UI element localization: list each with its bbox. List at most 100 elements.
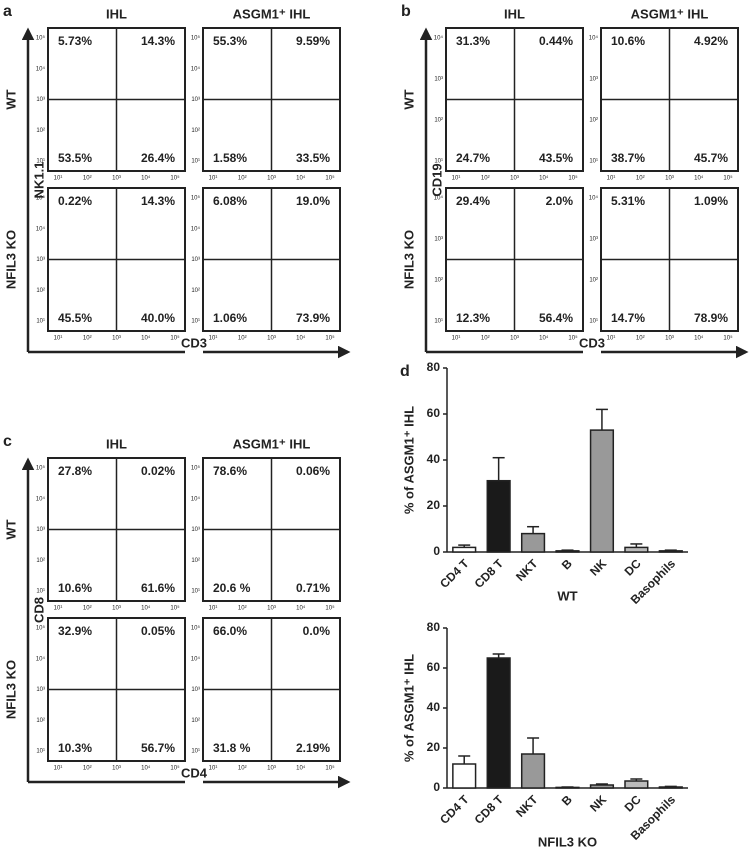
y-tick-label: 60 [427, 406, 441, 420]
panel-letter: a [3, 3, 12, 20]
x-tick-label: NKT [513, 792, 541, 820]
row-label: WT [401, 89, 416, 109]
x-tick-label: 10¹ [54, 606, 63, 612]
y-tick-label: 10⁵ [191, 35, 201, 42]
y-tick-label: 10³ [589, 237, 598, 243]
y-tick-label: 10³ [434, 237, 443, 243]
x-tick-label: 10³ [510, 336, 519, 342]
y-tick-label: 10⁴ [36, 495, 46, 502]
y-tick-label: 10³ [191, 257, 200, 263]
x-tick-label: 10¹ [209, 766, 218, 772]
row-label: NFIL3 KO [3, 660, 18, 719]
y-tick-label: 10⁴ [434, 195, 444, 202]
x-tick-label: 10¹ [54, 176, 63, 182]
x-tick-label: 10⁵ [568, 175, 578, 182]
x-axis-label: CD3 [181, 335, 207, 350]
bar [555, 550, 580, 553]
quadrant-percent: 56.4% [539, 311, 573, 325]
x-tick-label: 10⁵ [568, 335, 578, 342]
y-tick-label: 10³ [191, 97, 200, 103]
y-tick-label: 10⁴ [36, 655, 46, 662]
x-tick-label: CD4 T [437, 556, 472, 591]
quadrant-percent: 43.5% [539, 151, 573, 165]
bar [452, 546, 477, 553]
x-tick-label: 10⁵ [325, 175, 335, 182]
x-tick-label: 10³ [267, 176, 276, 182]
quadrant-percent: 2.0% [546, 194, 574, 208]
quadrant-percent: 14.3% [141, 34, 175, 48]
bar [520, 753, 546, 789]
quadrant-percent: 0.22% [58, 194, 92, 208]
column-label: ASGM1⁺ IHL [233, 6, 311, 21]
x-axis-label: CD3 [579, 335, 605, 350]
y-tick-label: 10⁴ [434, 35, 444, 42]
column-label: IHL [106, 436, 127, 451]
y-tick-label: 80 [427, 620, 441, 634]
y-tick-label: 10² [36, 128, 45, 134]
quadrant-percent: 24.7% [456, 151, 490, 165]
x-tick-label: 10¹ [209, 336, 218, 342]
quadrant-percent: 10.6% [611, 34, 645, 48]
y-tick-label: 80 [427, 360, 441, 374]
quadrant-percent: 29.4% [456, 194, 490, 208]
x-axis-label: NFIL3 KO [538, 834, 597, 849]
y-tick-label: 60 [427, 660, 441, 674]
bar [658, 550, 683, 553]
quadrant-percent: 4.92% [694, 34, 728, 48]
quadrant-percent: 0.44% [539, 34, 573, 48]
x-tick-label: 10³ [112, 336, 121, 342]
y-axis-label: CD19 [429, 163, 444, 196]
quadrant-percent: 20.6 % [213, 581, 251, 595]
bar [589, 784, 615, 789]
x-tick-label: 10² [238, 766, 247, 772]
quadrant-percent: 26.4% [141, 151, 175, 165]
x-tick-label: 10³ [510, 176, 519, 182]
quadrant-percent: 32.9% [58, 624, 92, 638]
y-tick-label: 0 [433, 780, 440, 794]
y-tick-label: 10⁴ [589, 195, 599, 202]
x-tick-label: 10⁴ [539, 175, 549, 182]
quadrant-percent: 45.5% [58, 311, 92, 325]
quadrant-percent: 0.05% [141, 624, 175, 638]
x-tick-label: 10² [636, 176, 645, 182]
y-tick-label: 10³ [191, 687, 200, 693]
x-tick-label: CD8 T [472, 556, 507, 591]
y-tick-label: 10³ [36, 527, 45, 533]
column-label: ASGM1⁺ IHL [233, 436, 311, 451]
y-tick-label: 10³ [36, 97, 45, 103]
y-axis-label: % of ASGM1⁺ IHL [401, 406, 416, 514]
x-tick-label: DC [622, 556, 644, 578]
x-tick-label: 10¹ [54, 336, 63, 342]
y-tick-label: 10¹ [434, 159, 443, 165]
quadrant-percent: 38.7% [611, 151, 645, 165]
x-tick-label: 10² [238, 606, 247, 612]
y-axis-label: % of ASGM1⁺ IHL [401, 654, 416, 762]
x-tick-label: 10⁴ [141, 175, 151, 182]
quadrant-percent: 31.3% [456, 34, 490, 48]
column-label: IHL [106, 6, 127, 21]
x-tick-label: 10⁴ [694, 335, 704, 342]
x-tick-label: 10² [238, 336, 247, 342]
quadrant-percent: 0.71% [296, 581, 330, 595]
quadrant-percent: 14.3% [141, 194, 175, 208]
bar [486, 657, 511, 789]
bar [452, 763, 477, 789]
y-tick-label: 10⁵ [36, 35, 46, 42]
quadrant-percent: 56.7% [141, 741, 175, 755]
column-label: IHL [504, 6, 525, 21]
x-tick-label: 10² [481, 176, 490, 182]
quadrant-percent: 12.3% [456, 311, 490, 325]
x-tick-label: 10¹ [452, 336, 461, 342]
quadrant-percent: 1.58% [213, 151, 247, 165]
x-tick-label: 10³ [267, 336, 276, 342]
bar [658, 786, 683, 789]
x-tick-label: 10⁴ [141, 605, 151, 612]
row-label: NFIL3 KO [3, 230, 18, 289]
x-tick-label: 10⁴ [296, 765, 306, 772]
quadrant-percent: 40.0% [141, 311, 175, 325]
quadrant-percent: 78.6% [213, 464, 247, 478]
x-axis-label: WT [557, 588, 577, 603]
x-tick-label: 10⁵ [170, 175, 180, 182]
y-tick-label: 10³ [434, 77, 443, 83]
row-label: WT [3, 519, 18, 539]
